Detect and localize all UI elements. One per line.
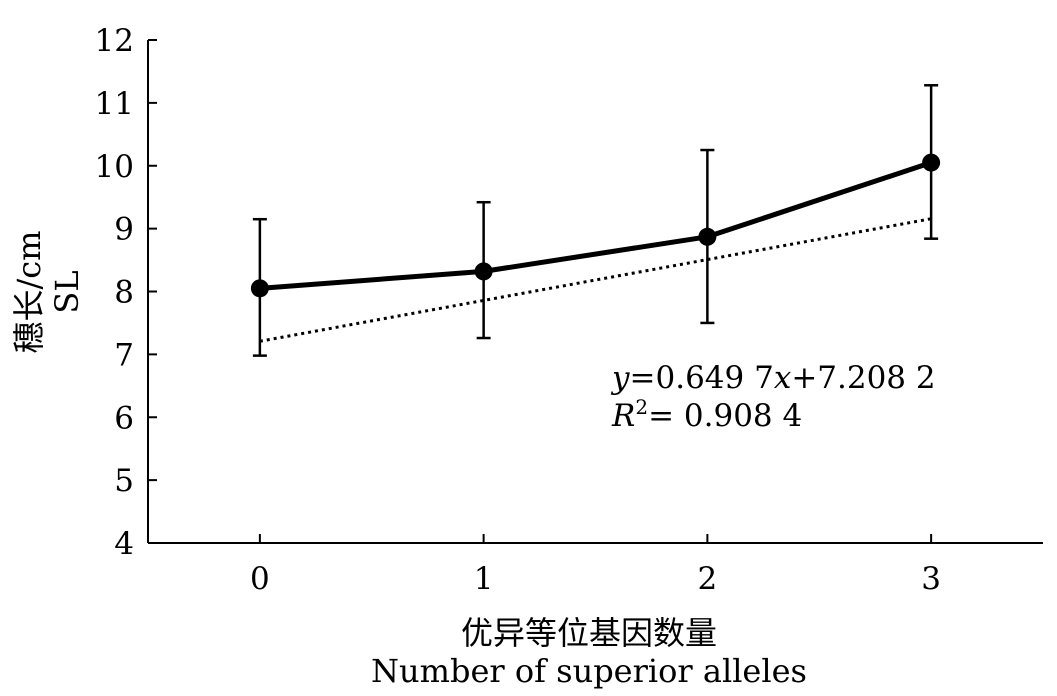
y-tick-label: 8 <box>114 275 134 311</box>
x-axis-title-cn: 优异等位基因数量 <box>461 614 717 652</box>
data-point <box>250 279 269 298</box>
eq-intercept: +7.208 2 <box>791 360 935 396</box>
x-axis-title-en: Number of superior alleles <box>371 652 807 690</box>
x-tick-label: 0 <box>250 561 270 597</box>
y-tick-label: 7 <box>114 337 134 373</box>
trendline-layer <box>259 217 932 343</box>
x-tick-label: 2 <box>698 561 718 597</box>
data-point <box>474 262 493 281</box>
r-squared-text: R2= 0.908 4 <box>611 395 802 434</box>
r2-value: = 0.908 4 <box>648 398 802 434</box>
x-tick-label: 3 <box>921 561 941 597</box>
data-point <box>698 227 717 246</box>
y-tick-label: 5 <box>114 463 134 499</box>
y-tick-label: 9 <box>114 212 134 248</box>
r2-r-symbol: R <box>611 398 635 434</box>
error-bars <box>252 84 939 357</box>
eq-coef: =0.649 7 <box>630 360 774 396</box>
eq-x-symbol: x <box>774 360 792 396</box>
y-tick-label: 12 <box>95 23 134 59</box>
y-tick-label: 4 <box>114 526 134 562</box>
series-layer <box>250 153 941 298</box>
regression-equation: y=0.649 7x+7.208 2 <box>610 360 936 396</box>
y-axis-title-en: SL <box>48 270 86 313</box>
series-line <box>259 160 932 291</box>
trendline <box>259 217 932 343</box>
y-axis-title-cn: 穗长/cm <box>10 230 48 353</box>
data-point <box>922 153 941 172</box>
x-tick-label: 1 <box>474 561 494 597</box>
eq-y-symbol: y <box>610 360 630 396</box>
y-tick-label: 10 <box>95 149 134 185</box>
r2-superscript: 2 <box>635 395 648 419</box>
y-tick-label: 11 <box>95 86 134 122</box>
y-tick-label: 6 <box>114 400 134 436</box>
